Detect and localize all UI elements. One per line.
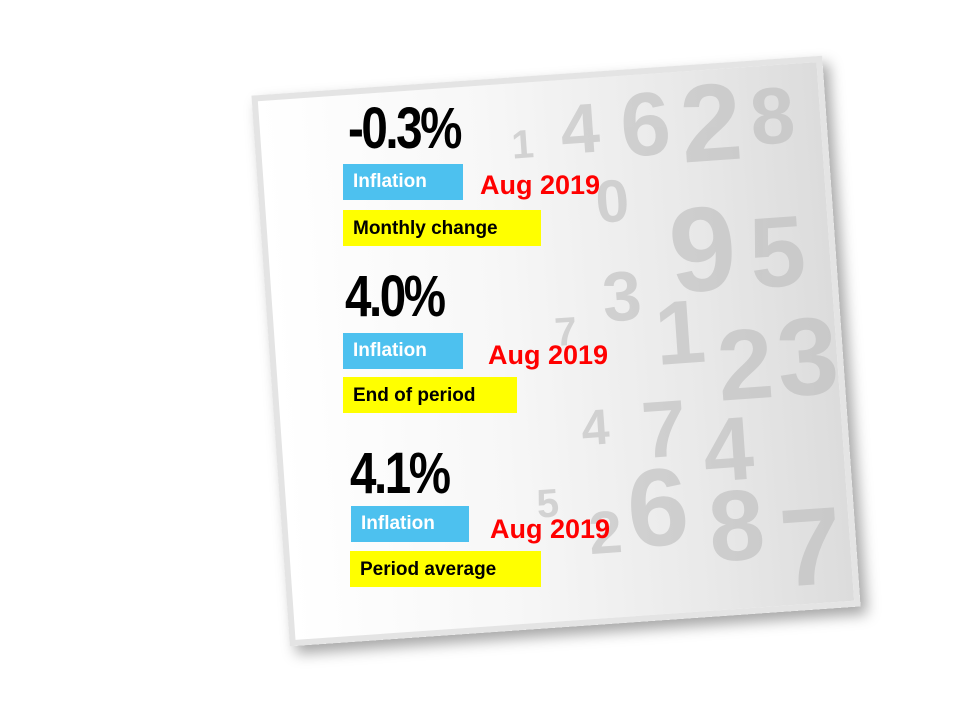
stat-value: 4.1% xyxy=(350,441,451,506)
stat-value: -0.3% xyxy=(348,96,462,161)
stat-description: Period average xyxy=(350,551,541,587)
stat-value: 4.0% xyxy=(345,264,446,329)
inflation-tag: Inflation xyxy=(343,164,463,200)
stat-date: Aug 2019 xyxy=(480,170,601,200)
stat-date: Aug 2019 xyxy=(490,514,611,544)
stat-description: End of period xyxy=(343,377,517,413)
inflation-tag: Inflation xyxy=(351,506,469,542)
stat-date: Aug 2019 xyxy=(488,340,609,370)
stat-description: Monthly change xyxy=(343,210,541,246)
inflation-tag: Inflation xyxy=(343,333,463,369)
